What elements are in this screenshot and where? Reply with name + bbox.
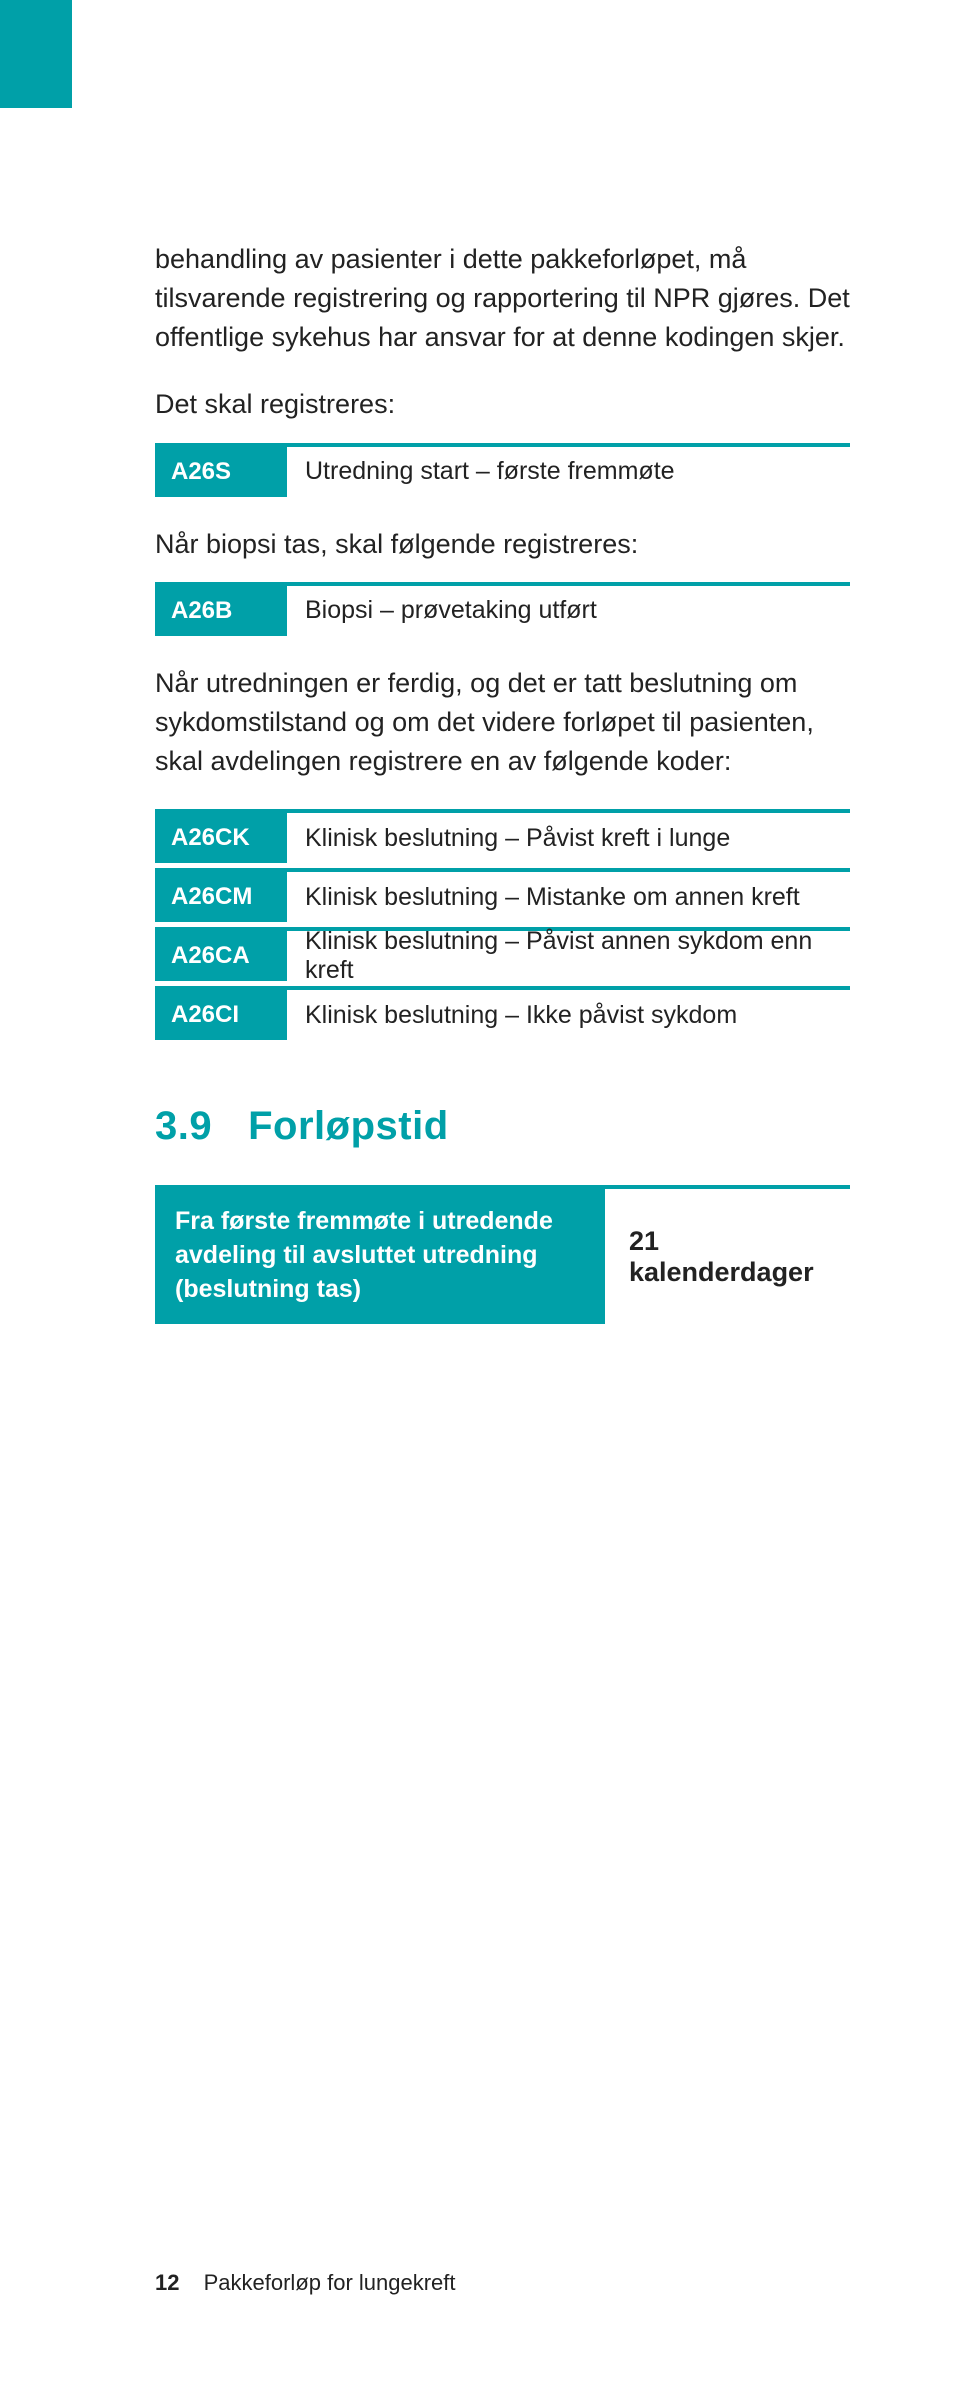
code-label: Klinisk beslutning – Mistanke om annen k… [287, 872, 850, 922]
code-cell: A26S [155, 447, 287, 497]
code-row: A26CA Klinisk beslutning – Påvist annen … [155, 927, 850, 981]
intro-paragraph: behandling av pasienter i dette pakkefor… [155, 240, 850, 357]
time-table-description: Fra første fremmøte i utredende avdeling… [155, 1189, 605, 1324]
decision-paragraph: Når utredningen er ferdig, og det er tat… [155, 664, 850, 781]
code-cell: A26CI [155, 990, 287, 1040]
page: behandling av pasienter i dette pakkefor… [0, 0, 960, 2386]
code-label: Utredning start – første fremmøte [287, 447, 850, 497]
page-number: 12 [155, 2270, 179, 2295]
section-number: 3.9 [155, 1104, 212, 1149]
code-row: A26S Utredning start – første fremmøte [155, 443, 850, 497]
time-table-value: 21 kalenderdager [605, 1189, 850, 1324]
page-corner-accent [0, 0, 72, 108]
section-title: Forløpstid [248, 1104, 449, 1149]
code-row: A26CI Klinisk beslutning – Ikke påvist s… [155, 986, 850, 1040]
time-table-row: Fra første fremmøte i utredende avdeling… [155, 1185, 850, 1324]
section-heading: 3.9 Forløpstid [155, 1104, 850, 1149]
code-cell: A26CK [155, 813, 287, 863]
code-label: Biopsi – prøvetaking utført [287, 586, 850, 636]
code-row: A26B Biopsi – prøvetaking utført [155, 582, 850, 636]
footer-title: Pakkeforløp for lungekreft [204, 2270, 456, 2295]
code-label: Klinisk beslutning – Påvist kreft i lung… [287, 813, 850, 863]
code-cell: A26CA [155, 931, 287, 981]
register-label: Det skal registreres: [155, 385, 850, 424]
code-row: A26CM Klinisk beslutning – Mistanke om a… [155, 868, 850, 922]
code-cell: A26B [155, 586, 287, 636]
code-row: A26CK Klinisk beslutning – Påvist kreft … [155, 809, 850, 863]
content-area: behandling av pasienter i dette pakkefor… [0, 0, 960, 1324]
code-label: Klinisk beslutning – Ikke påvist sykdom [287, 990, 850, 1040]
biopsy-label: Når biopsi tas, skal følgende registrere… [155, 525, 850, 564]
page-footer: 12 Pakkeforløp for lungekreft [155, 2270, 456, 2296]
code-group-1: A26S Utredning start – første fremmøte [155, 443, 850, 497]
code-cell: A26CM [155, 872, 287, 922]
code-group-3: A26CK Klinisk beslutning – Påvist kreft … [155, 809, 850, 1040]
code-group-2: A26B Biopsi – prøvetaking utført [155, 582, 850, 636]
code-label: Klinisk beslutning – Påvist annen sykdom… [287, 931, 850, 981]
